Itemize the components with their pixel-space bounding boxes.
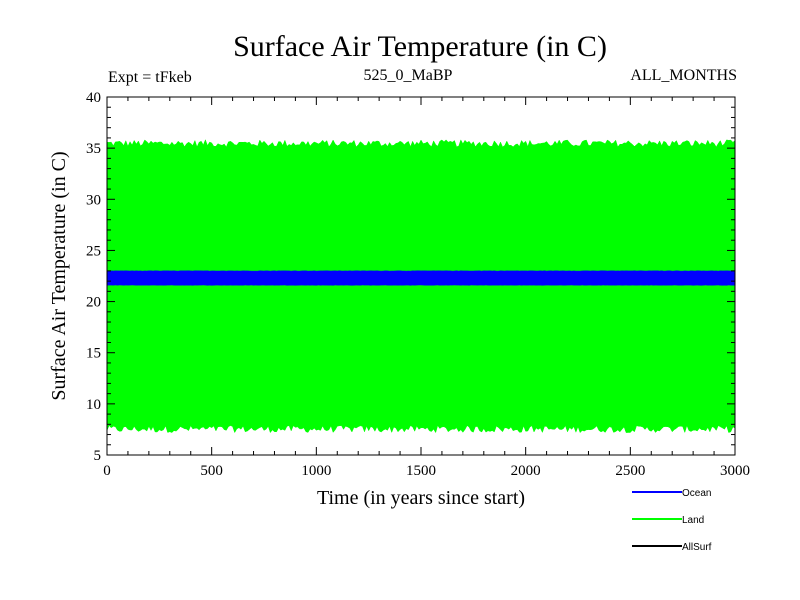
chart-title: Surface Air Temperature (in C) [233, 30, 607, 63]
x-tick-label: 500 [200, 463, 223, 479]
y-tick-label: 10 [86, 397, 101, 413]
x-tick-label: 0 [103, 463, 111, 479]
y-axis-label: Surface Air Temperature (in C) [48, 151, 70, 400]
months-label: ALL_MONTHS [630, 67, 737, 84]
x-tick-label: 2500 [615, 463, 645, 479]
y-tick-label: 15 [86, 346, 101, 362]
y-tick-label: 30 [86, 192, 101, 208]
period-label: 525_0_MaBP [364, 67, 453, 84]
y-tick-label: 5 [94, 448, 102, 464]
x-tick-label: 1500 [406, 463, 436, 479]
legend: Ocean Land AllSurf [632, 488, 712, 553]
legend-label-land: Land [682, 515, 704, 526]
x-axis: 0 500 1000 1500 2000 2500 3000 [103, 97, 750, 479]
series-land-band [106, 139, 736, 434]
x-tick-label: 2000 [511, 463, 541, 479]
series-ocean-band [106, 270, 736, 286]
x-axis-label: Time (in years since start) [317, 487, 525, 509]
experiment-label: Expt = tFkeb [108, 69, 192, 86]
y-tick-label: 25 [86, 243, 101, 259]
x-tick-label: 3000 [720, 463, 750, 479]
plot-data [106, 139, 736, 434]
y-tick-label: 40 [86, 90, 101, 106]
legend-label-allsurf: AllSurf [682, 542, 712, 553]
y-axis: 5 10 15 20 25 30 35 40 [86, 90, 735, 464]
legend-label-ocean: Ocean [682, 488, 711, 499]
x-tick-label: 1000 [301, 463, 331, 479]
y-tick-label: 35 [86, 141, 101, 157]
y-tick-label: 20 [86, 295, 101, 311]
